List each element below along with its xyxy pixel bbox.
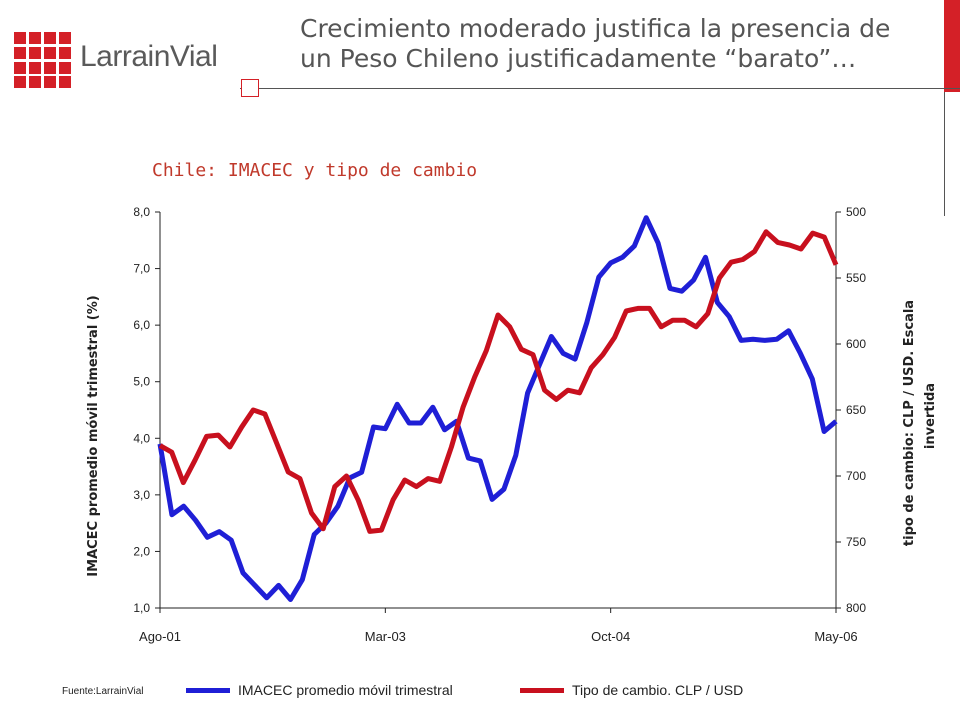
legend-swatch-fx <box>520 687 564 693</box>
y-left-tick-label: 8,0 <box>133 205 150 219</box>
y-right-tick-label: 750 <box>846 535 866 549</box>
logo-text: LarrainVial <box>80 40 218 73</box>
y-right-tick-label: 550 <box>846 271 866 285</box>
y-right-tick-label: 650 <box>846 403 866 417</box>
y-left-tick-label: 6,0 <box>133 318 150 332</box>
legend-label-fx: Tipo de cambio. CLP / USD <box>572 682 744 698</box>
legend-swatch-imacec <box>186 687 230 693</box>
header-divider <box>240 88 960 89</box>
y-left-tick-label: 3,0 <box>133 488 150 502</box>
chart-title: Chile: IMACEC y tipo de cambio <box>152 160 478 181</box>
y-right-tick-label: 700 <box>846 469 866 483</box>
y-right-tick-label: 800 <box>846 601 866 615</box>
source-note: Fuente:LarrainVial <box>62 686 144 697</box>
page-title-line-2: un Peso Chileno justificadamente “barato… <box>300 44 857 73</box>
side-divider <box>944 92 945 216</box>
y-axis-left-label: IMACEC promedio móvil trimestral (%) <box>86 295 101 576</box>
y-right-tick-label: 500 <box>846 205 866 219</box>
series-line-tipo-de-cambio <box>158 229 839 534</box>
y-left-tick-label: 1,0 <box>133 601 150 615</box>
larrainvial-logo-icon <box>14 32 71 88</box>
corner-box-decoration <box>241 79 259 97</box>
y-axis-right-label-line-1: tipo de cambio: CLP / USD. Escala <box>902 300 917 546</box>
legend-item-fx: Tipo de cambio. CLP / USD <box>520 682 743 698</box>
series-line-imacec <box>157 215 838 602</box>
x-tick-label: Mar-03 <box>365 629 406 644</box>
y-axis-right-label-line-2: invertida <box>923 383 938 449</box>
page-title: Crecimiento moderado justifica la presen… <box>300 14 940 74</box>
x-tick-label: Ago-01 <box>139 629 181 644</box>
legend-label-imacec: IMACEC promedio móvil trimestral <box>238 682 453 698</box>
x-tick-label: Oct-04 <box>591 629 630 644</box>
brand-accent-bar <box>944 0 960 92</box>
y-left-tick-label: 7,0 <box>133 262 150 276</box>
legend-item-imacec: IMACEC promedio móvil trimestral <box>186 682 453 698</box>
y-left-tick-label: 4,0 <box>133 431 150 445</box>
y-right-tick-label: 600 <box>846 337 866 351</box>
y-left-tick-label: 2,0 <box>133 544 150 558</box>
y-left-tick-label: 5,0 <box>133 375 150 389</box>
page-title-line-1: Crecimiento moderado justifica la presen… <box>300 14 891 43</box>
x-tick-label: May-06 <box>814 629 857 644</box>
